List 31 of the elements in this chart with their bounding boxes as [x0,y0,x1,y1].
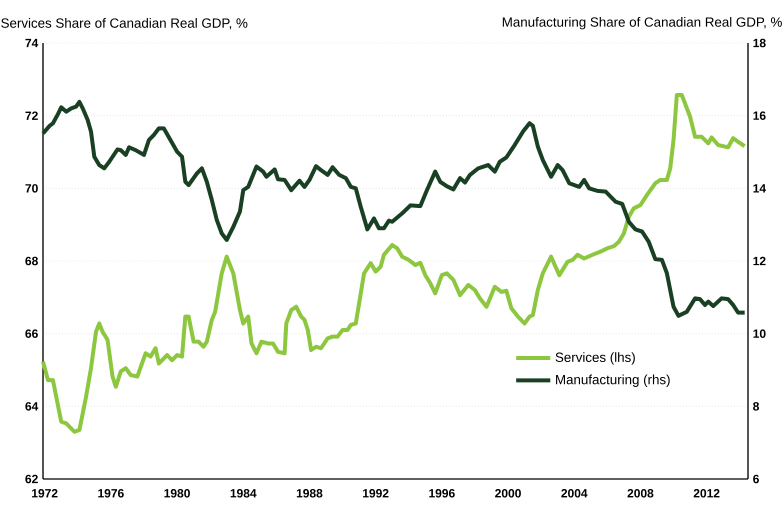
x-tick-label: 1984 [230,489,257,498]
x-tick-label: 2000 [495,489,521,498]
line-series [41,92,747,434]
x-tick-label: 1996 [429,489,455,498]
x-tick-label: 1976 [98,489,124,498]
y2-tick-label: 6 [753,474,759,484]
x-tick-label: 1972 [32,489,58,498]
y-tick-label: 64 [25,402,38,411]
y2-tick-label: 10 [753,329,766,338]
y-tick-label: 66 [25,329,38,338]
x-tick-label: 2012 [694,489,720,498]
y2-axis-title: Manufacturing Share of Canadian Real GDP, % [502,16,782,30]
x-tick-label: 1988 [296,489,322,498]
x-tick-label: 2004 [561,489,588,498]
y-tick-label: 70 [25,184,38,193]
x-tick-label: 1992 [363,489,388,498]
y-tick-label: 68 [25,256,38,266]
y-tick-label: 62 [25,474,38,484]
x-tick-label: 1980 [164,489,190,498]
y2-tick-label: 18 [753,38,766,48]
legend-label: Services (lhs) [556,352,635,365]
y2-tick-label: 16 [753,111,766,120]
y-tick-label: 74 [25,38,38,48]
x-tick-label: 2008 [628,489,654,498]
y-tick-label: 72 [25,111,38,120]
y2-tick-label: 12 [753,256,766,266]
y-axis-title: Services Share of Canadian Real GDP, % [1,18,248,30]
line-series [41,100,747,318]
legend-label: Manufacturing (rhs) [556,374,670,387]
y2-tick-label: 8 [753,402,760,411]
y2-tick-label: 14 [753,184,766,192]
